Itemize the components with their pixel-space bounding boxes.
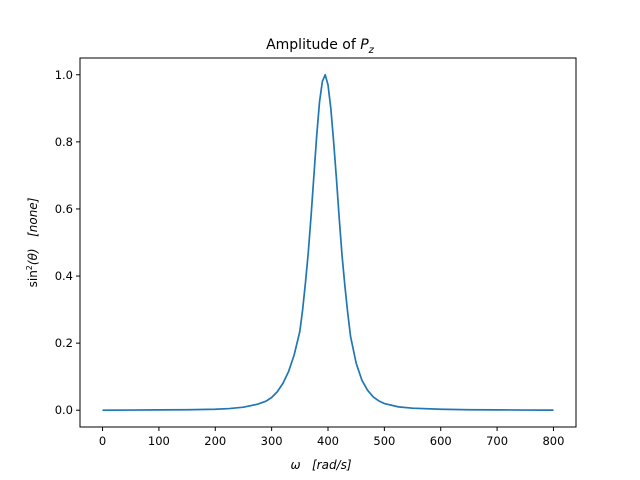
x-tick-label: 300	[261, 434, 283, 448]
y-tick-label: 1.0	[55, 68, 73, 82]
x-axis-ticks: 0 100 200 300 400 500 600 700 800	[99, 427, 564, 448]
x-axis-symbol: ω	[290, 458, 300, 472]
chart-title: Amplitude of Pz	[266, 37, 375, 56]
y-axis-ticks: 0.0 0.2 0.4 0.6 0.8 1.0	[55, 68, 80, 417]
series-group	[102, 73, 554, 412]
x-axis-unit: [rad/s]	[312, 458, 352, 472]
x-tick-label: 200	[204, 434, 226, 448]
x-tick-label: 500	[373, 434, 395, 448]
chart-title-prefix: Amplitude of	[266, 37, 360, 53]
y-tick-label: 0.6	[55, 202, 73, 216]
x-tick-label: 100	[148, 434, 170, 448]
x-tick-label: 600	[430, 434, 452, 448]
x-axis-gap	[301, 458, 312, 472]
x-axis-label: ω [rad/s]	[290, 458, 351, 472]
chart-title-symbol: P	[360, 37, 369, 53]
chart-title-subscript: z	[368, 45, 375, 56]
y-axis-sup: 2	[25, 265, 34, 270]
y-axis-label: sin2(θ) [none]	[25, 197, 40, 287]
y-axis-func: sin	[26, 270, 40, 287]
y-tick-label: 0.2	[55, 336, 73, 350]
y-tick-label: 0.8	[55, 135, 73, 149]
x-tick-label: 800	[542, 434, 564, 448]
y-tick-label: 0.0	[55, 403, 73, 417]
y-axis-unit: [none]	[26, 197, 40, 237]
series-line	[102, 73, 554, 412]
x-tick-label: 400	[317, 434, 339, 448]
plot-area	[79, 57, 577, 428]
x-tick-label: 700	[486, 434, 508, 448]
y-axis-arg: (θ)	[26, 248, 40, 265]
x-tick-label: 0	[99, 434, 106, 448]
y-axis-gap	[26, 237, 40, 248]
y-tick-label: 0.4	[55, 269, 73, 283]
